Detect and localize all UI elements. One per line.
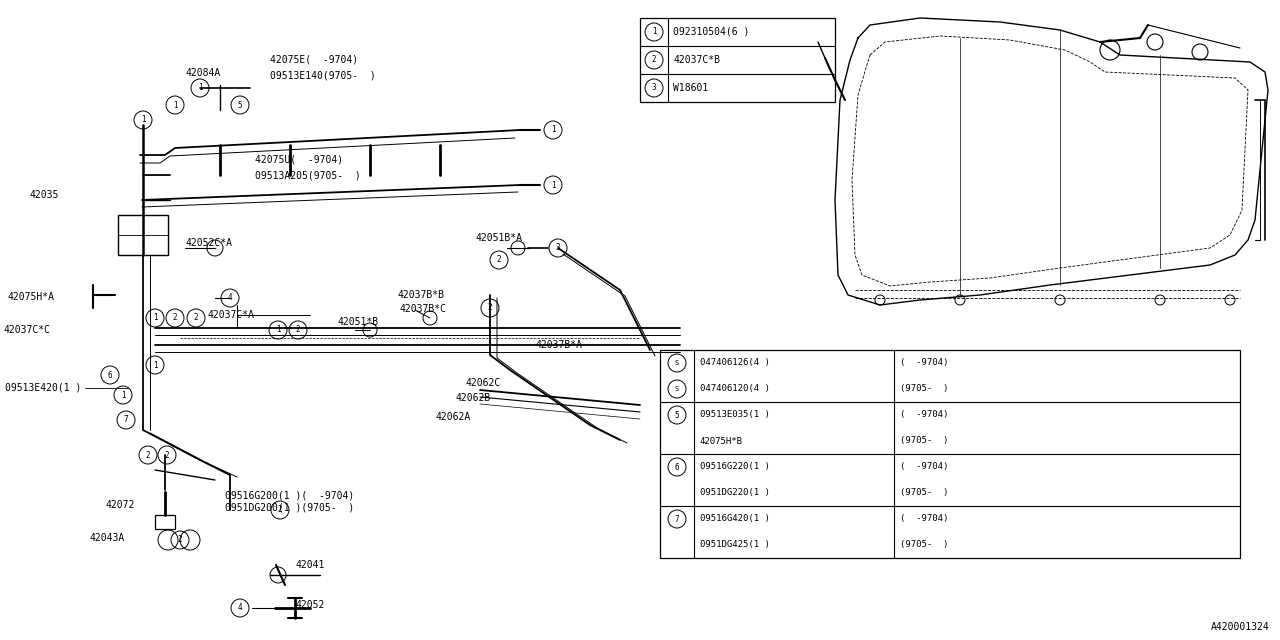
Text: 2: 2 bbox=[652, 56, 657, 65]
Text: 09516G220(1 ): 09516G220(1 ) bbox=[700, 463, 769, 472]
Text: 0951DG425(1 ): 0951DG425(1 ) bbox=[700, 541, 769, 550]
Text: 42075H*A: 42075H*A bbox=[8, 292, 55, 302]
Text: 0951DG220(1 ): 0951DG220(1 ) bbox=[700, 488, 769, 497]
Text: 0951DG200(1 )(9705-  ): 0951DG200(1 )(9705- ) bbox=[225, 503, 355, 513]
Text: 2: 2 bbox=[173, 314, 178, 323]
Text: 2: 2 bbox=[193, 314, 198, 323]
Text: 2: 2 bbox=[178, 536, 182, 545]
Text: 42084A: 42084A bbox=[186, 68, 220, 78]
Text: 2: 2 bbox=[497, 255, 502, 264]
Text: 42037B*A: 42037B*A bbox=[535, 340, 582, 350]
Text: 42035: 42035 bbox=[29, 190, 59, 200]
Text: 09516G200(1 )(  -9704): 09516G200(1 )( -9704) bbox=[225, 490, 355, 500]
Text: 3: 3 bbox=[556, 243, 561, 253]
Bar bbox=[640, 18, 835, 102]
Text: 42037B*B: 42037B*B bbox=[398, 290, 445, 300]
Text: 6: 6 bbox=[108, 371, 113, 380]
Text: 2: 2 bbox=[278, 506, 283, 515]
Text: 42052: 42052 bbox=[294, 600, 324, 610]
Text: 047406126(4 ): 047406126(4 ) bbox=[700, 358, 769, 367]
Text: 42062A: 42062A bbox=[435, 412, 470, 422]
Text: 42051*B: 42051*B bbox=[338, 317, 379, 327]
Text: 42062B: 42062B bbox=[454, 393, 490, 403]
Text: 42043A: 42043A bbox=[90, 533, 125, 543]
Text: 42075E(  -9704): 42075E( -9704) bbox=[270, 55, 358, 65]
Text: (9705-  ): (9705- ) bbox=[900, 541, 948, 550]
Text: 1: 1 bbox=[173, 100, 178, 109]
Text: 42041: 42041 bbox=[294, 560, 324, 570]
Text: 5: 5 bbox=[238, 100, 242, 109]
Text: 1: 1 bbox=[550, 180, 556, 189]
Text: 2: 2 bbox=[146, 451, 150, 460]
Text: 09513A205(9705-  ): 09513A205(9705- ) bbox=[255, 170, 361, 180]
Text: 047406120(4 ): 047406120(4 ) bbox=[700, 385, 769, 394]
Text: 4: 4 bbox=[228, 294, 232, 303]
Text: 4: 4 bbox=[238, 604, 242, 612]
Text: 42052C*A: 42052C*A bbox=[186, 238, 232, 248]
Text: 42037C*C: 42037C*C bbox=[3, 325, 50, 335]
Text: (  -9704): ( -9704) bbox=[900, 463, 948, 472]
Text: 42037B*C: 42037B*C bbox=[399, 304, 447, 314]
Text: 1: 1 bbox=[152, 314, 157, 323]
Text: 1: 1 bbox=[120, 390, 125, 399]
Bar bbox=[118, 215, 168, 255]
Text: S: S bbox=[675, 386, 680, 392]
Text: 42062C: 42062C bbox=[465, 378, 500, 388]
Text: 42037C*A: 42037C*A bbox=[207, 310, 253, 320]
Bar bbox=[155, 515, 175, 529]
Text: 092310504(6 ): 092310504(6 ) bbox=[673, 27, 749, 37]
Text: 7: 7 bbox=[675, 515, 680, 524]
Text: 5: 5 bbox=[675, 410, 680, 419]
Text: 09513E140(9705-  ): 09513E140(9705- ) bbox=[270, 70, 376, 80]
Text: 1: 1 bbox=[652, 28, 657, 36]
Text: 42075U(  -9704): 42075U( -9704) bbox=[255, 155, 343, 165]
Text: 6: 6 bbox=[675, 463, 680, 472]
Text: 42075H*B: 42075H*B bbox=[700, 436, 742, 445]
Text: (  -9704): ( -9704) bbox=[900, 358, 948, 367]
Text: W18601: W18601 bbox=[673, 83, 708, 93]
Text: 09513E420(1 ): 09513E420(1 ) bbox=[5, 382, 82, 392]
Text: 2: 2 bbox=[296, 326, 301, 335]
Text: (9705-  ): (9705- ) bbox=[900, 488, 948, 497]
Text: A420001324: A420001324 bbox=[1211, 622, 1270, 632]
Text: 1: 1 bbox=[152, 360, 157, 369]
Text: 1: 1 bbox=[550, 125, 556, 134]
Text: (  -9704): ( -9704) bbox=[900, 515, 948, 524]
Text: S: S bbox=[675, 360, 680, 366]
Text: 2: 2 bbox=[165, 451, 169, 460]
Text: 42037C*B: 42037C*B bbox=[673, 55, 719, 65]
Text: 7: 7 bbox=[124, 415, 128, 424]
Text: (9705-  ): (9705- ) bbox=[900, 385, 948, 394]
Text: 42072: 42072 bbox=[105, 500, 134, 510]
Text: 3: 3 bbox=[652, 83, 657, 93]
Text: (  -9704): ( -9704) bbox=[900, 410, 948, 419]
Text: (9705-  ): (9705- ) bbox=[900, 436, 948, 445]
Text: 2: 2 bbox=[488, 303, 493, 312]
Text: 1: 1 bbox=[275, 326, 280, 335]
Text: 09513E035(1 ): 09513E035(1 ) bbox=[700, 410, 769, 419]
Text: 09516G420(1 ): 09516G420(1 ) bbox=[700, 515, 769, 524]
Text: 1: 1 bbox=[197, 83, 202, 93]
Text: 1: 1 bbox=[141, 115, 146, 125]
Text: 42051B*A: 42051B*A bbox=[475, 233, 522, 243]
Bar bbox=[660, 350, 1240, 558]
